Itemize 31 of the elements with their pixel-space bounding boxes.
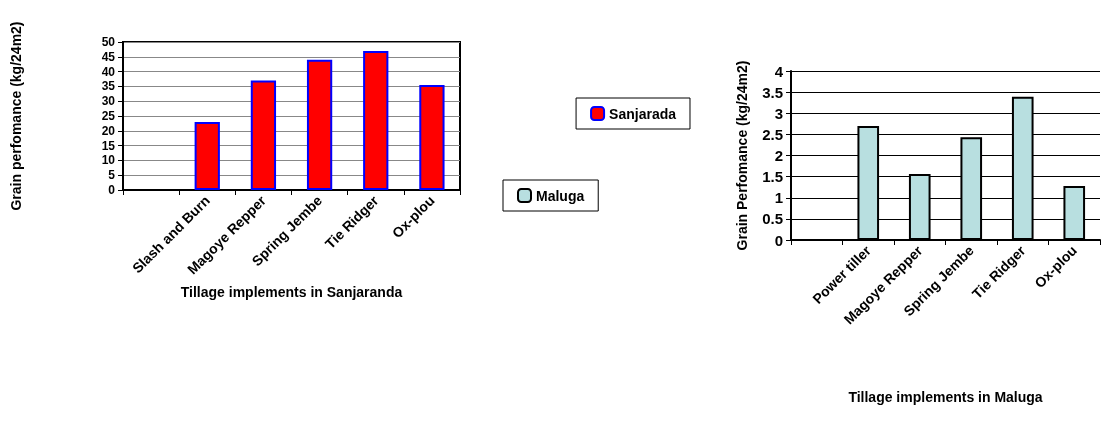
y-tick-label: 20 [101, 123, 116, 138]
y-tick-label: 4 [774, 62, 784, 80]
y-tick-label: 0.5 [762, 210, 783, 228]
x-axis-title: Tillage implements in Sanjaranda [180, 284, 403, 300]
y-tick-label: 2 [774, 147, 783, 164]
y-tick-label: 1 [774, 189, 783, 207]
bar [363, 50, 389, 190]
y-tick-label: 30 [101, 94, 116, 109]
bar [419, 84, 445, 190]
bar [306, 59, 333, 190]
y-tick-label: 0 [774, 231, 783, 249]
y-tick-label: 5 [108, 168, 116, 183]
y-tick-label: 15 [101, 138, 116, 153]
y-tick-label: 3 [774, 104, 783, 122]
x-axis-title: Tillage implements in Maluga [848, 389, 1043, 405]
y-tick-label: 0 [108, 183, 116, 197]
bar [194, 121, 220, 190]
y-tick-label: 40 [101, 64, 116, 79]
y-tick-label: 1.5 [762, 168, 783, 186]
y-tick-label: 2.5 [762, 125, 783, 143]
legend-label: Maluga [536, 187, 585, 204]
y-tick-label: 50 [101, 35, 116, 49]
y-axis-title: Grain perfomance (kg/24m2) [8, 21, 24, 211]
y-tick-label: 25 [101, 109, 116, 123]
y-tick-label: 10 [101, 153, 116, 168]
legend-label: Sanjarada [609, 105, 677, 122]
y-axis-title: Grain Perfomance (kg/24m2) [734, 60, 750, 251]
y-tick-label: 35 [101, 79, 116, 94]
y-tick-label: 45 [101, 49, 116, 64]
bar [250, 80, 277, 190]
y-tick-label: 3.5 [762, 83, 783, 101]
